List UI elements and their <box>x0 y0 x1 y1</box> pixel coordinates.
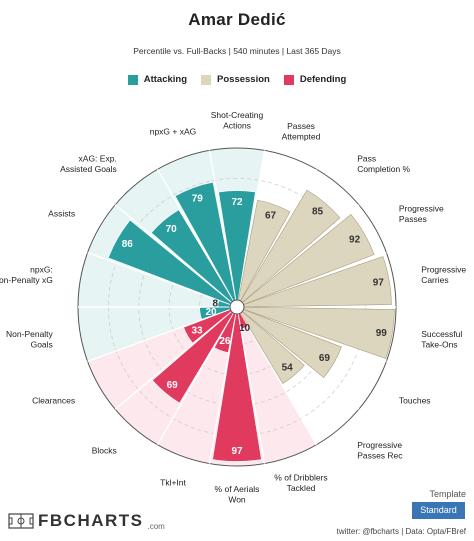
value-label: 70 <box>166 224 178 235</box>
value-label: 8 <box>213 299 219 310</box>
category-label: Progressive Carries <box>421 264 466 285</box>
value-label: 69 <box>167 380 179 391</box>
value-label: 72 <box>231 197 243 208</box>
value-label: 54 <box>282 362 294 373</box>
value-label: 26 <box>219 336 231 347</box>
category-label: Successful Take-Ons <box>421 329 462 350</box>
sector-divider <box>241 204 360 304</box>
grid-rings <box>77 147 397 467</box>
fbcharts-logo: FBCHARTS .com <box>8 511 165 531</box>
sector-divider <box>237 150 266 301</box>
category-label: Passes Attempted <box>282 121 321 142</box>
background-wedge <box>238 313 317 464</box>
legend-item-possession: Possession <box>201 74 270 85</box>
center-hub <box>229 299 245 315</box>
category-label: xAG: Exp. Assisted Goals <box>60 154 117 175</box>
value-bars <box>107 181 395 462</box>
chart-title: Amar Dedić <box>188 10 286 29</box>
category-label: Tkl+Int <box>160 478 186 488</box>
legend-item-attacking: Attacking <box>127 74 188 85</box>
legend-label-attacking: Attacking <box>143 74 188 85</box>
logo-suffix: .com <box>147 521 165 531</box>
value-label: 86 <box>122 239 134 250</box>
legend-label-possession: Possession <box>217 74 270 85</box>
value-label: 97 <box>231 446 243 457</box>
category-label: Assists <box>48 209 75 219</box>
sector-divider <box>87 308 231 363</box>
category-label: % of Dribblers Tackled <box>274 473 327 494</box>
value-label: 99 <box>376 328 388 339</box>
legend-item-defending: Defending <box>283 74 347 85</box>
value-label: 79 <box>192 193 204 204</box>
category-label: Touches <box>399 396 431 406</box>
sector-divider <box>239 168 318 302</box>
background-wedge <box>78 252 231 307</box>
legend-swatch-possession <box>201 74 212 85</box>
value-label: 85 <box>312 207 324 218</box>
sector-divider <box>208 150 237 301</box>
template-button[interactable]: Standard <box>412 502 465 519</box>
logo-text: FBCHARTS <box>38 511 144 530</box>
category-label: Blocks <box>92 445 117 455</box>
sector-divider <box>208 313 237 464</box>
category-label: Shot-Creating Actions <box>211 110 264 131</box>
category-label: npxG + xAG <box>150 126 197 136</box>
sector-divider <box>241 310 360 410</box>
sector-divider <box>156 312 235 446</box>
sector-divider <box>243 308 387 363</box>
category-labels: Shot-Creating Actions Passes Attempted Pass C… <box>0 110 466 505</box>
footer-credit: twitter: @fbcharts | Data: Opta/FBref <box>336 527 466 536</box>
sector-divider <box>243 251 387 306</box>
category-label: Pass Completion % <box>357 154 410 175</box>
background-wedge <box>157 313 236 464</box>
background-wedge <box>78 307 231 362</box>
template-label: Template <box>429 489 466 499</box>
category-label: Progressive Passes <box>399 203 444 224</box>
sector-divider <box>156 168 235 302</box>
legend-label-defending: Defending <box>299 74 347 85</box>
category-label: npxG:Non-Penalty xG <box>0 264 53 285</box>
legend: Attacking Possession Defending <box>0 74 474 85</box>
category-label: Progressive Passes Rec <box>357 440 403 461</box>
value-label: 69 <box>319 353 331 364</box>
sector-divider <box>87 251 231 306</box>
pitch-icon <box>8 513 34 529</box>
value-label: 20 <box>205 307 217 318</box>
value-label: 97 <box>373 278 385 289</box>
value-label: 33 <box>191 326 203 337</box>
legend-swatch-attacking <box>127 74 138 85</box>
chart-subtitle: Percentile vs. Full-Backs | 540 minutes … <box>133 46 341 56</box>
sector-divider <box>114 310 233 410</box>
value-label: 10 <box>239 323 251 334</box>
category-label: Non-Penalty Goals <box>6 329 54 350</box>
legend-swatch-defending <box>283 74 294 85</box>
value-label: 92 <box>349 235 361 246</box>
sector-divider <box>114 204 233 304</box>
value-label: 67 <box>265 211 277 222</box>
category-label: Clearances <box>32 396 75 406</box>
sector-divider <box>239 312 318 446</box>
category-label: % of Aerials Won <box>215 484 260 505</box>
sector-divider <box>237 313 266 464</box>
